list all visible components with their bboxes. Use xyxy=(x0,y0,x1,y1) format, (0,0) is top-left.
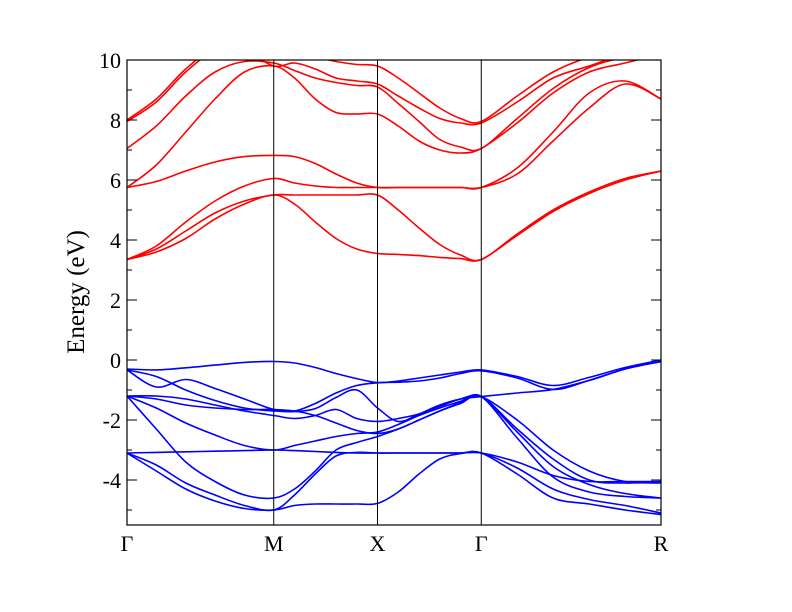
y-tick-label: -4 xyxy=(103,468,121,493)
y-tick-label: -2 xyxy=(103,408,121,433)
x-tick-label: M xyxy=(264,531,284,556)
valence-band-6 xyxy=(127,394,661,499)
conduction-band-12 xyxy=(127,170,661,262)
conduction-band-13 xyxy=(127,83,661,261)
x-tick-label: Γ xyxy=(475,531,488,556)
high-symmetry-lines xyxy=(273,60,482,525)
valence-band-9 xyxy=(127,451,661,514)
plot-frame xyxy=(126,59,662,526)
y-tick-label: 0 xyxy=(110,348,121,373)
conduction-band-11 xyxy=(127,170,661,262)
valence-band-7 xyxy=(127,393,661,500)
x-tick-label: X xyxy=(370,531,386,556)
conduction-band-15 xyxy=(127,60,641,189)
x-tick-label: R xyxy=(654,531,669,556)
conduction-band-18 xyxy=(127,60,583,124)
valence-band-10 xyxy=(127,450,661,516)
y-tick-label: 2 xyxy=(110,288,121,313)
valence-band-5 xyxy=(127,394,661,484)
y-axis-ticks: -4 -2 0 2 4 6 8 10 xyxy=(99,48,661,511)
valence-band-4 xyxy=(127,394,661,484)
y-tick-label: 6 xyxy=(110,168,121,193)
conduction-band-14 xyxy=(127,80,661,190)
y-axis-title: Energy (eV) xyxy=(63,230,90,354)
band-lines xyxy=(127,60,661,516)
x-tick-label: Γ xyxy=(121,531,134,556)
y-tick-label: 4 xyxy=(110,228,121,253)
valence-band-3 xyxy=(127,360,661,423)
y-tick-label: 8 xyxy=(110,108,121,133)
y-tick-label: 10 xyxy=(99,48,121,73)
